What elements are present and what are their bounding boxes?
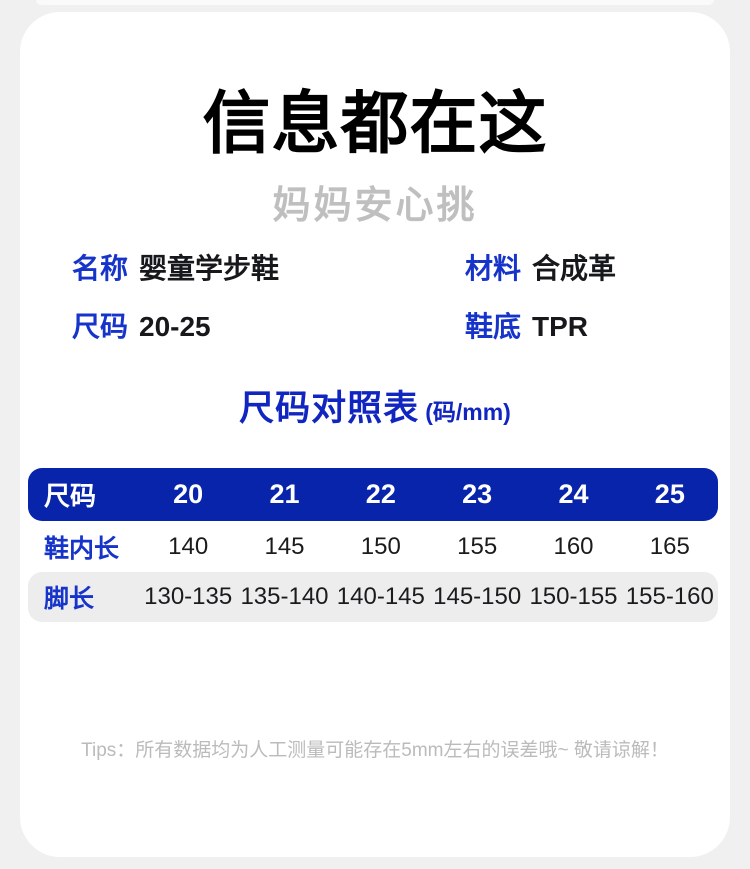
- size-chart-heading-text: 尺码对照表: [239, 389, 420, 428]
- page-title: 信息都在这: [202, 86, 548, 162]
- size-chart-heading-unit: (码/mm): [425, 399, 511, 425]
- foot-length-row: 脚长 130-135 135-140 140-145 145-150 150-1…: [28, 572, 718, 622]
- header-size-22: 22: [365, 479, 396, 509]
- info-card: 信息都在这 妈妈安心挑 名称 婴童学步鞋 材料 合成革 尺码 20-25 鞋底 …: [20, 12, 730, 857]
- inner-length-label: 鞋内长: [44, 534, 120, 563]
- foot-length-20: 130-135: [144, 583, 233, 610]
- size-chart-heading: 尺码对照表 (码/mm): [20, 380, 730, 431]
- inner-length-22: 150: [360, 532, 401, 560]
- spec-sole-label: 鞋底: [465, 311, 522, 342]
- foot-length-22: 140-145: [336, 583, 425, 610]
- spec-name: 名称 婴童学步鞋: [72, 252, 279, 286]
- spec-sole: 鞋底 TPR: [465, 310, 588, 344]
- inner-length-21: 145: [264, 532, 305, 560]
- foot-length-25: 155-160: [625, 583, 714, 610]
- foot-length-label: 脚长: [44, 585, 95, 613]
- size-chart-table: 尺码 20 21 22 23 24 25 鞋内长 140 145 150 155…: [28, 468, 718, 622]
- header-size-20: 20: [173, 479, 204, 509]
- spec-material-label: 材料: [465, 253, 522, 284]
- inner-length-25: 165: [649, 532, 690, 560]
- header-size-23: 23: [462, 479, 493, 509]
- spec-material-value: 合成革: [532, 253, 617, 284]
- spec-name-label: 名称: [72, 253, 129, 284]
- spec-size-value: 20-25: [139, 311, 211, 342]
- spec-size: 尺码 20-25: [72, 310, 211, 344]
- spec-material: 材料 合成革: [465, 252, 616, 286]
- foot-length-23: 145-150: [433, 583, 522, 610]
- spec-sole-value: TPR: [532, 311, 589, 342]
- header-size-24: 24: [558, 479, 589, 509]
- inner-length-row: 鞋内长 140 145 150 155 160 165: [28, 521, 718, 572]
- page-subtitle: 妈妈安心挑: [272, 185, 478, 227]
- inner-length-20: 140: [168, 532, 209, 560]
- inner-length-23: 155: [457, 532, 498, 560]
- previous-card-edge: [36, 0, 714, 5]
- size-chart-header-row: 尺码 20 21 22 23 24 25: [28, 468, 718, 521]
- header-size-25: 25: [654, 479, 685, 509]
- inner-length-24: 160: [553, 532, 594, 560]
- header-size-21: 21: [269, 479, 300, 509]
- spec-name-value: 婴童学步鞋: [139, 253, 280, 284]
- header-row-label: 尺码: [44, 481, 97, 511]
- foot-length-24: 150-155: [529, 583, 618, 610]
- foot-length-21: 135-140: [240, 583, 329, 610]
- spec-size-label: 尺码: [72, 311, 129, 342]
- measurement-tips: Tips：所有数据均为人工测量可能存在5mm左右的误差哦~ 敬请谅解！: [81, 740, 669, 761]
